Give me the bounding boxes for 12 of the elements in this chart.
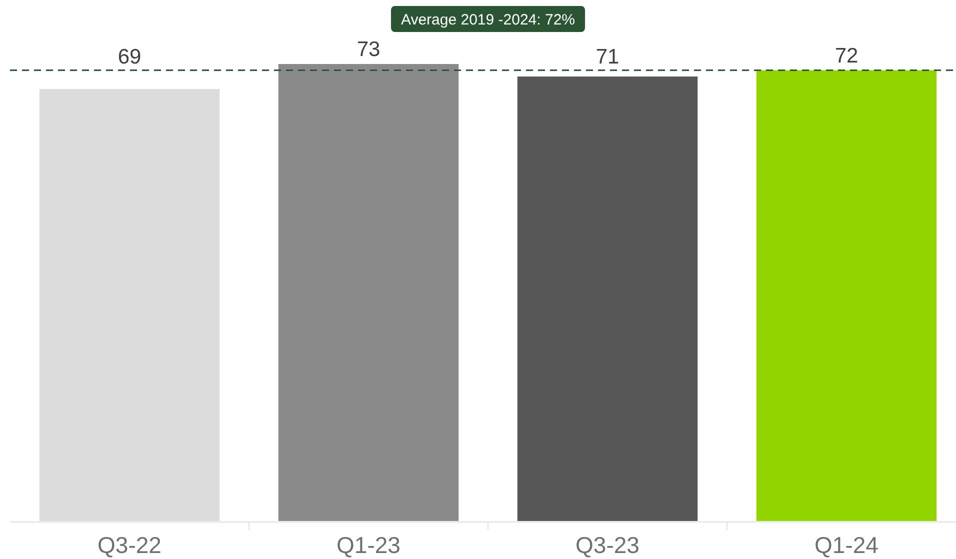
x-tick-label: Q1-24: [814, 532, 879, 558]
data-label: 72: [834, 44, 858, 68]
bar: [278, 64, 459, 521]
ref-line-label: Average 2019 -2024: 72%: [400, 11, 576, 28]
x-tick-label: Q3-22: [98, 532, 162, 558]
data-label: 71: [596, 45, 620, 68]
data-label: 69: [118, 45, 142, 68]
x-tick-label: Q1-23: [336, 532, 400, 558]
bar: [517, 76, 698, 521]
x-tick-label: Q3-23: [576, 532, 640, 558]
data-label: 73: [356, 38, 380, 61]
bar: [756, 70, 937, 521]
